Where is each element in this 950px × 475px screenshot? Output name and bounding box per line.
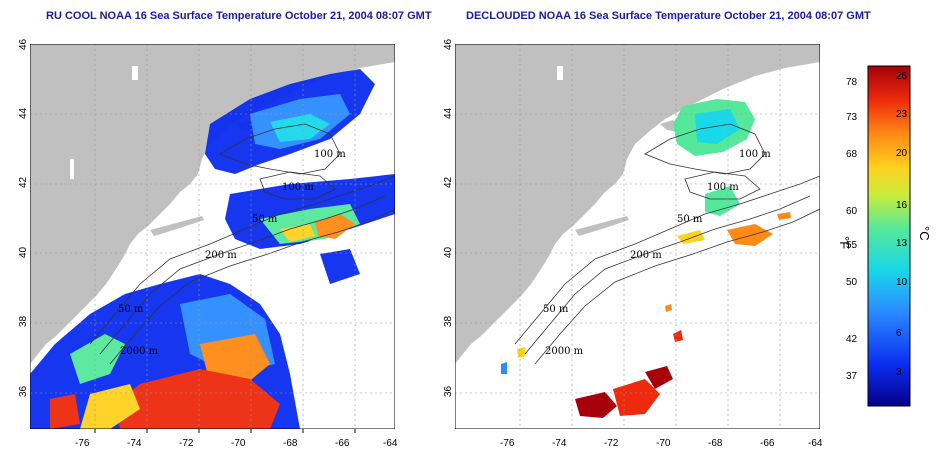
contour-label: 200 m <box>630 250 662 261</box>
right-map-title: DECLOUDED NOAA 16 Sea Surface Temperatur… <box>466 10 871 22</box>
right-map-lat-ticks: 36 38 40 42 44 46 <box>443 38 454 397</box>
lon-tick-label: -68 <box>708 438 723 449</box>
contour-label: 100 m <box>282 182 314 193</box>
lon-tick-label: -74 <box>552 438 567 449</box>
fahrenheit-unit-label: °F <box>837 236 852 249</box>
contour-label: 100 m <box>739 149 771 160</box>
celsius-tick: 16 <box>896 200 908 211</box>
fahrenheit-tick: 37 <box>846 371 858 382</box>
contour-label: 50 m <box>118 304 144 315</box>
lon-tick-label: -70 <box>231 438 246 449</box>
grid-lines <box>30 44 395 429</box>
left-map-title: RU COOL NOAA 16 Sea Surface Temperature … <box>46 10 432 22</box>
lat-tick-label: 36 <box>18 385 29 397</box>
lat-tick-label: 40 <box>18 246 29 258</box>
celsius-tick: 13 <box>896 238 908 249</box>
celsius-tick: 20 <box>896 148 908 159</box>
contour-label: 50 m <box>543 304 569 315</box>
sst-declouded-pixels <box>501 99 791 418</box>
lon-tick-label: -72 <box>179 438 194 449</box>
celsius-tick: 10 <box>896 277 908 288</box>
great-lake <box>557 66 563 80</box>
lat-tick-label: 38 <box>18 315 29 327</box>
right-map-lon-ticks: -76 -74 -72 -70 -68 -66 -64 <box>500 438 823 449</box>
celsius-tick: 26 <box>896 71 908 82</box>
fahrenheit-tick: 42 <box>846 334 858 345</box>
lon-tick-label: -74 <box>127 438 142 449</box>
lon-tick-label: -64 <box>808 438 823 449</box>
celsius-ticks: 26 23 20 16 13 10 6 3 <box>896 71 908 378</box>
long-island <box>150 216 204 236</box>
lat-tick-label: 36 <box>443 385 454 397</box>
right-sst-map: 100 m 100 m 50 m 200 m 50 m 2000 m <box>455 44 820 429</box>
lat-tick-label: 42 <box>443 176 454 188</box>
contour-label: 200 m <box>205 250 237 261</box>
fahrenheit-tick: 78 <box>846 77 858 88</box>
land-mass <box>30 44 395 364</box>
fahrenheit-tick: 50 <box>846 277 858 288</box>
celsius-tick: 23 <box>896 109 908 120</box>
great-lake <box>70 159 74 179</box>
fahrenheit-tick: 68 <box>846 149 858 160</box>
fahrenheit-tick: 55 <box>846 240 858 251</box>
lon-tick-label: -76 <box>75 438 90 449</box>
long-island <box>575 216 629 236</box>
left-sst-map: 100 m 100 m 50 m 200 m 50 m 2000 m <box>30 44 395 429</box>
lat-tick-label: 44 <box>443 107 454 119</box>
lat-tick-label: 44 <box>18 107 29 119</box>
lat-tick-label: 46 <box>18 38 29 50</box>
lon-tick-label: -72 <box>604 438 619 449</box>
contour-label: 2000 m <box>120 346 159 357</box>
lon-tick-label: -66 <box>760 438 775 449</box>
colorbar-gradient <box>867 65 911 407</box>
celsius-unit-label: °C <box>917 226 932 241</box>
contour-label: 2000 m <box>545 346 584 357</box>
contour-label: 50 m <box>677 214 703 225</box>
celsius-tick: 3 <box>896 367 902 378</box>
contour-label: 100 m <box>707 182 739 193</box>
great-lake <box>132 66 138 80</box>
lat-tick-label: 42 <box>18 176 29 188</box>
temperature-colorbar: 78 73 68 60 55 50 42 37 26 23 20 16 13 1… <box>837 65 932 407</box>
land-mass <box>455 44 820 364</box>
lat-tick-label: 46 <box>443 38 454 50</box>
left-map-lon-ticks: -76 -74 -72 -70 -68 -66 -64 <box>75 429 398 449</box>
lon-tick-label: -68 <box>283 438 298 449</box>
grid-lines <box>455 44 820 429</box>
lon-tick-label: -64 <box>383 438 398 449</box>
fahrenheit-tick: 60 <box>846 206 858 217</box>
lon-tick-label: -70 <box>656 438 671 449</box>
fahrenheit-tick: 73 <box>846 112 858 123</box>
lat-tick-label: 38 <box>443 315 454 327</box>
fahrenheit-ticks: 78 73 68 60 55 50 42 37 <box>846 77 858 382</box>
left-map-lat-ticks: 36 38 40 42 44 46 <box>18 38 29 397</box>
lon-tick-label: -66 <box>335 438 350 449</box>
contour-label: 100 m <box>314 149 346 160</box>
contour-label: 50 m <box>252 214 278 225</box>
lon-tick-label: -76 <box>500 438 515 449</box>
celsius-tick: 6 <box>896 328 902 339</box>
lat-tick-label: 40 <box>443 246 454 258</box>
